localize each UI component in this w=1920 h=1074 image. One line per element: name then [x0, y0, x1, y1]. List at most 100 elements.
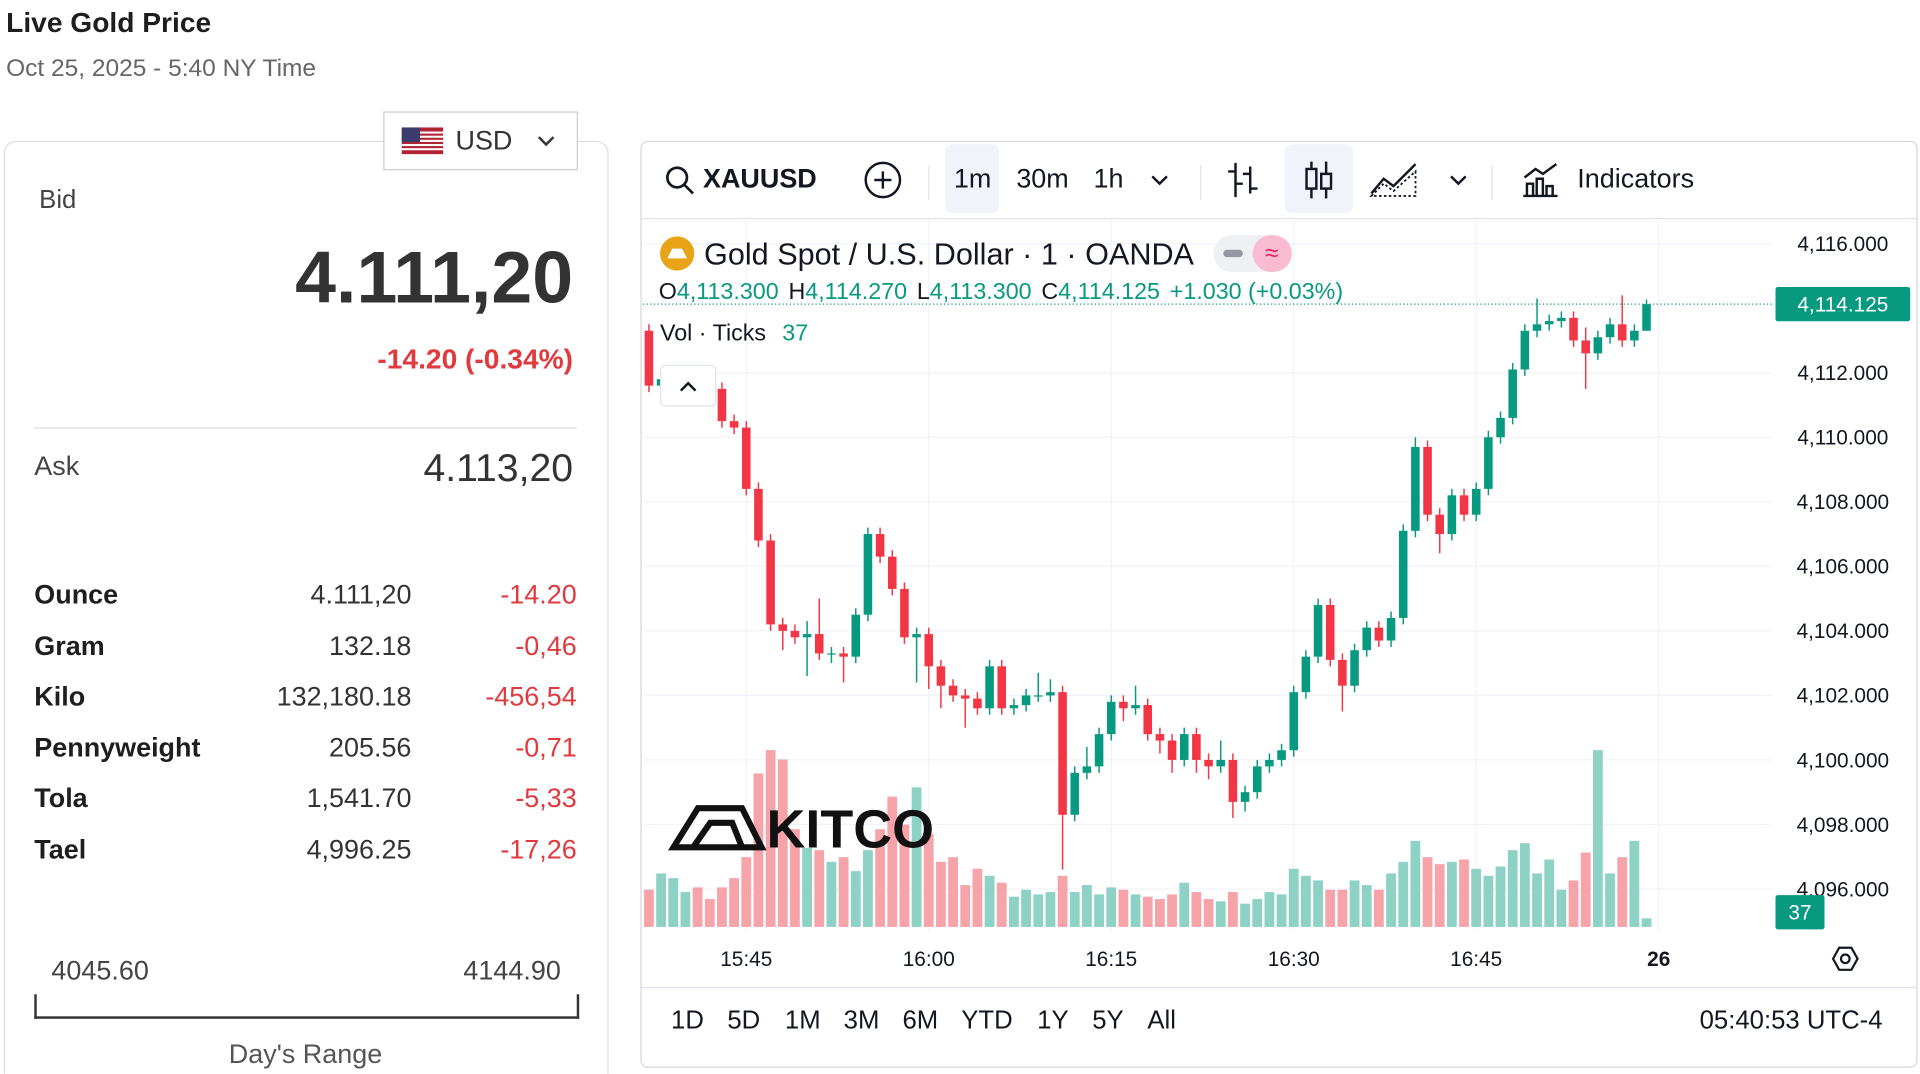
range-button[interactable]: 5Y — [1092, 1006, 1124, 1035]
volume-bar — [680, 892, 691, 927]
volume-bar — [1009, 896, 1019, 927]
candle-body — [1289, 692, 1299, 751]
candle-body — [827, 653, 836, 655]
symbol: XAUUSD — [703, 162, 817, 194]
ohlc-key: C — [1041, 279, 1059, 305]
grid — [642, 220, 1772, 931]
ohlc-value: 4,113.300 — [929, 279, 1032, 305]
candle-body — [1131, 705, 1140, 709]
volume-bar — [656, 873, 667, 927]
candle-body — [1593, 337, 1603, 354]
candle-body — [839, 653, 848, 657]
indicators-button[interactable]: Indicators — [1521, 144, 1694, 213]
candle-body — [1179, 734, 1189, 760]
collapse-button[interactable] — [660, 364, 717, 407]
settings-icon-dot — [1839, 953, 1851, 965]
volume-bar — [1532, 873, 1542, 927]
bar-style-button[interactable] — [1224, 159, 1261, 201]
interval-button[interactable]: 1h — [1093, 162, 1124, 194]
range-button[interactable]: 6M — [902, 1006, 939, 1035]
volume-bar — [1142, 896, 1153, 927]
footer-divider — [641, 986, 1917, 989]
volume-bar — [729, 878, 739, 927]
volume-bar — [1215, 901, 1226, 927]
volume-bar — [1118, 889, 1129, 927]
candle-body — [1386, 617, 1396, 641]
y-tick-label: 4,116.000 — [1797, 233, 1888, 256]
range-button[interactable]: YTD — [961, 1006, 1013, 1035]
symbol-search[interactable]: XAUUSD — [664, 144, 817, 213]
volume-bar — [996, 882, 1007, 927]
volume-bar — [826, 861, 837, 927]
candle-body — [1009, 705, 1019, 709]
candle-body — [778, 624, 788, 631]
y-tick-label: 4,100.000 — [1797, 749, 1890, 772]
indicators-icon — [1523, 163, 1558, 198]
candle-body — [1350, 650, 1359, 686]
candles — [644, 295, 1651, 870]
clock: 05:40:53 UTC-4 — [1699, 1006, 1883, 1035]
chart-panel — [640, 140, 1918, 1068]
x-tick-label: 26 — [1647, 948, 1670, 971]
volume-bar — [1082, 885, 1092, 927]
range-button[interactable]: All — [1147, 1006, 1176, 1035]
volume-bar — [1288, 868, 1299, 927]
volume-bar — [1069, 892, 1080, 927]
bid-change: -14.20 (-0.34%) — [377, 342, 574, 375]
page-title: Live Gold Price — [6, 6, 212, 38]
separator — [1200, 165, 1202, 200]
volume-bar — [1471, 868, 1482, 927]
volume-bar — [1568, 880, 1579, 927]
candle-body — [1192, 734, 1201, 760]
row-change: -0,71 — [515, 732, 577, 763]
candle-body — [924, 634, 934, 667]
candle-body — [754, 488, 763, 541]
volume-bar — [1252, 899, 1263, 927]
price-card — [3, 140, 609, 1074]
volume-bar — [1106, 887, 1117, 927]
range-button[interactable]: 1Y — [1037, 1006, 1069, 1035]
candle-body — [1374, 627, 1384, 641]
interval-dropdown[interactable] — [1149, 171, 1171, 188]
compare-button[interactable] — [862, 159, 904, 201]
volume-bar — [802, 847, 812, 927]
row-change: -14.20 — [500, 579, 577, 610]
collapse-icon — [679, 381, 697, 392]
candle-body — [741, 427, 751, 489]
candle-body — [1325, 605, 1335, 660]
settings-icon[interactable] — [1831, 946, 1859, 971]
volume-bar — [911, 787, 922, 927]
candle-body — [997, 666, 1007, 709]
volume-bar — [1240, 903, 1250, 927]
row-name: Gram — [34, 630, 105, 662]
range-button[interactable]: 3M — [843, 1006, 880, 1035]
volume-bar — [875, 829, 885, 927]
volume-bar — [790, 829, 800, 927]
candle-body — [1544, 321, 1554, 325]
us-flag — [401, 127, 444, 155]
area-style-button[interactable] — [1369, 159, 1420, 198]
interval-button[interactable]: 1m — [953, 162, 992, 194]
range-button[interactable]: 1M — [784, 1006, 821, 1035]
row-change: -17,26 — [500, 833, 577, 865]
ohlc-value: 4,114.270 — [805, 279, 908, 305]
divider — [34, 427, 577, 429]
currency-select[interactable]: USD — [383, 111, 578, 171]
volume-bar — [1629, 840, 1640, 927]
interval-button[interactable]: 30m — [1016, 162, 1069, 194]
candle-body — [1642, 304, 1651, 331]
volume-bar — [1592, 750, 1603, 927]
style-dropdown[interactable] — [1447, 171, 1469, 188]
volume-bar — [1264, 892, 1275, 927]
range-button[interactable]: 1D — [671, 1006, 704, 1035]
range-button[interactable]: 5D — [727, 1006, 761, 1035]
last-price-box — [1775, 286, 1911, 322]
volume-bar — [1033, 894, 1044, 927]
volume-bar — [1495, 866, 1506, 927]
candle-body — [1070, 772, 1080, 815]
chevron — [537, 136, 555, 147]
candle-body — [1508, 369, 1517, 418]
candle-style-button[interactable] — [1300, 159, 1337, 201]
